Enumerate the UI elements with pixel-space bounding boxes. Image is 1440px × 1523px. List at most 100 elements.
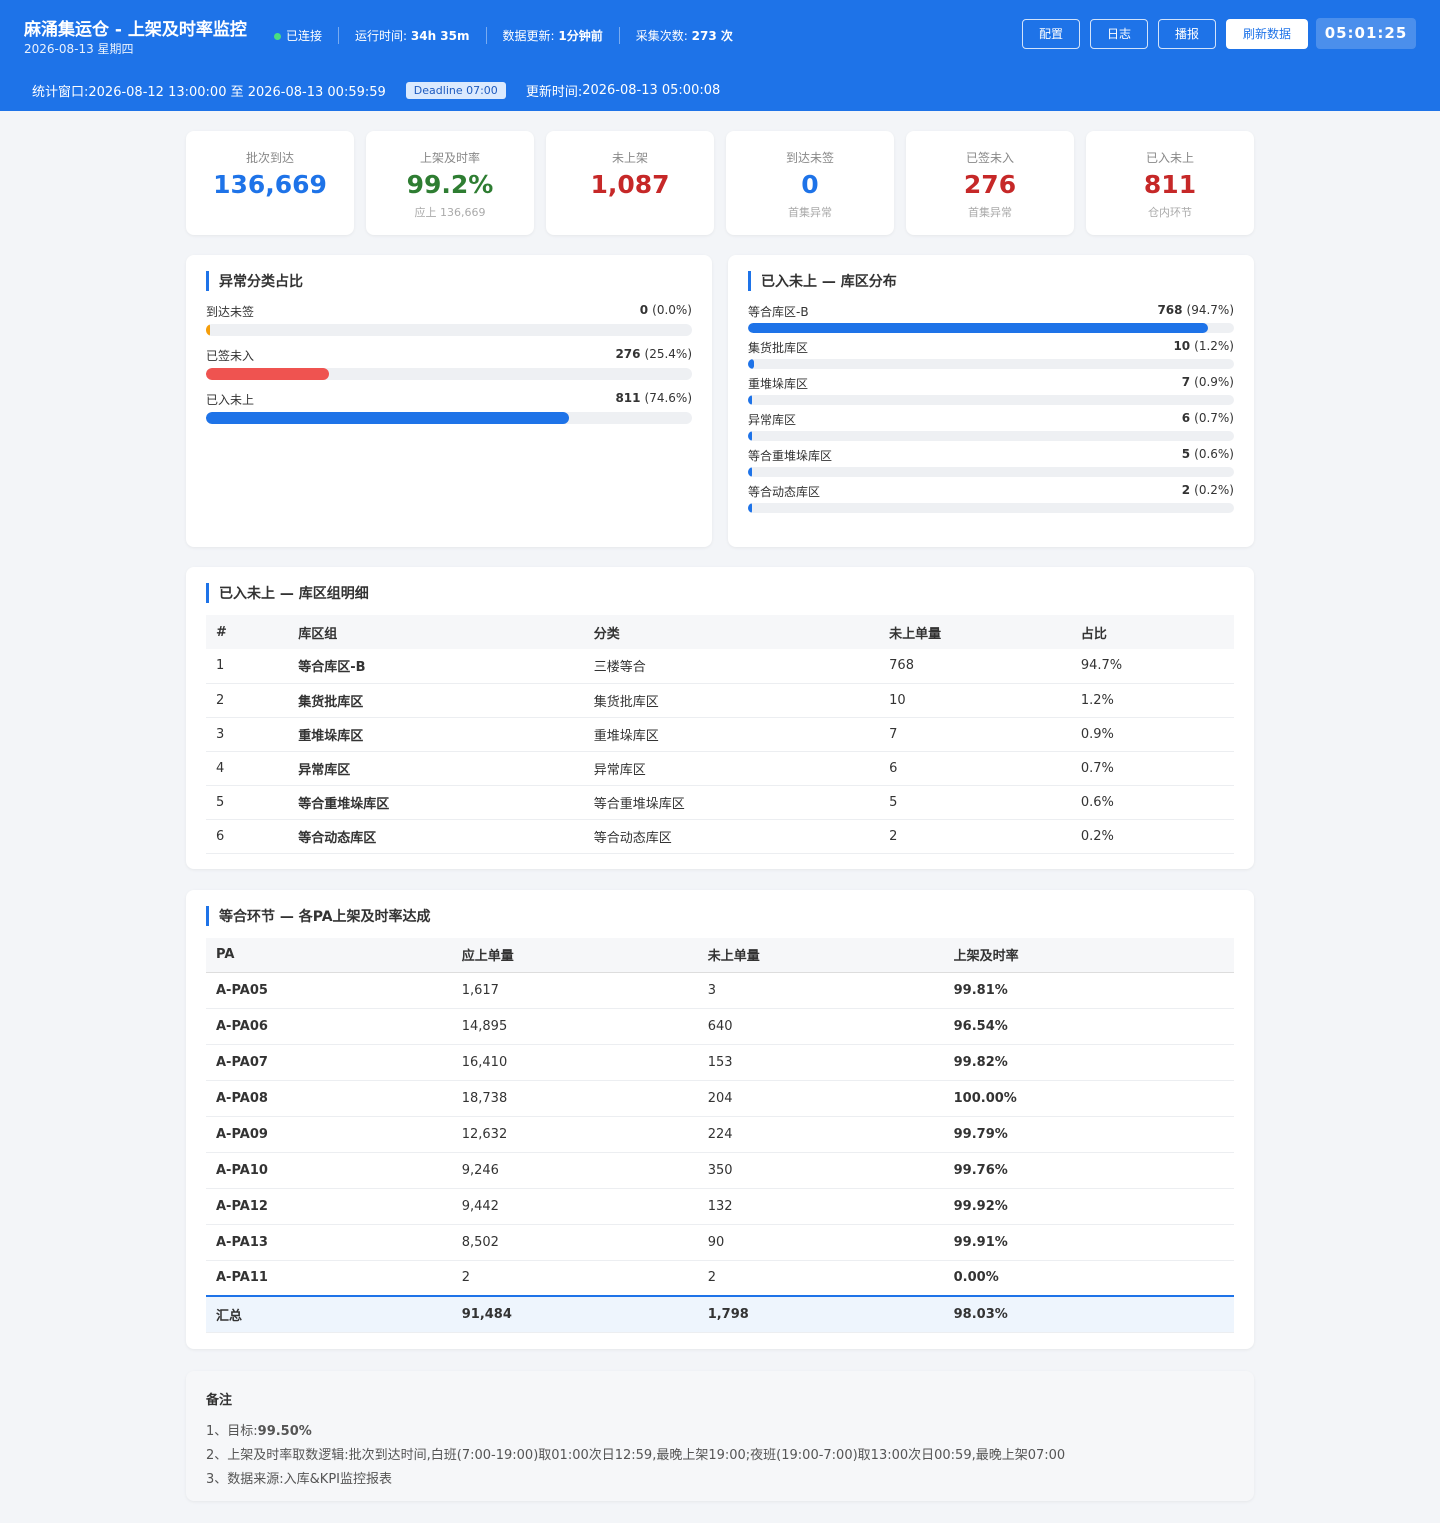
bar-item: 等合动态库区 2 (0.2%) [748, 483, 1234, 513]
cell: 99.81% [943, 972, 1234, 1009]
stat-value: 1分钟前 [558, 29, 603, 43]
bar-track [748, 323, 1234, 333]
kpi-sub: 应上 136,669 [414, 206, 486, 219]
cell: A-PA07 [206, 1044, 452, 1081]
bar-pct: (1.2%) [1194, 339, 1234, 353]
header-row: # 库区组 分类 未上单量 占比 [206, 615, 1234, 649]
cell: 重堆垛库区 [583, 717, 880, 752]
cell: 7 [879, 717, 1071, 752]
cell: 132 [697, 1188, 944, 1225]
column-header: 分类 [583, 615, 880, 649]
cell: 10 [879, 683, 1071, 718]
cell: 三楼等合 [583, 649, 880, 684]
zone-table-card: 已入未上 — 库区组明细 # 库区组 分类 未上单量 占比 1 等合库区-B 三楼等合 768 9… [186, 567, 1254, 869]
table-title: 已入未上 — 库区组明细 [206, 583, 1234, 603]
bar-row: 异常库区 6 (0.7%) [748, 411, 1234, 428]
kpi-sub: 首集异常 [788, 206, 832, 219]
bar-track [748, 467, 1234, 477]
row: A-PA13 8,502 90 99.91% [206, 1224, 1234, 1261]
note-line: 2、上架及时率取数逻辑:批次到达时间,白班(7:00-19:00)取01:00次… [206, 1448, 1066, 1463]
kpi-sub: 首集异常 [968, 206, 1012, 219]
kpi-value: 0 [801, 170, 819, 199]
bar-value: 2 (0.2%) [1182, 483, 1234, 500]
button[interactable]: 播报 [1157, 19, 1216, 49]
cell: 1,617 [451, 972, 698, 1009]
cell: 153 [697, 1044, 944, 1081]
cell: A-PA11 [206, 1260, 452, 1297]
bar-track [748, 359, 1234, 369]
cell: 0.9% [1070, 717, 1234, 752]
row: A-PA09 12,632 224 99.79% [206, 1116, 1234, 1153]
bar-pct: (94.7%) [1186, 303, 1234, 317]
kpi-label: 已签未入 [965, 151, 1014, 165]
bar [748, 395, 753, 405]
bar-value: 5 (0.6%) [1182, 447, 1234, 464]
row: A-PA12 9,442 132 99.92% [206, 1188, 1234, 1225]
bar-value: 768 (94.7%) [1157, 303, 1234, 320]
bar-count: 7 [1181, 375, 1191, 389]
bar-name: 等合重堆垛库区 [748, 449, 833, 463]
row: A-PA10 9,246 350 99.76% [206, 1152, 1234, 1189]
stat-label: 数据更新: [502, 29, 555, 43]
kpi-label: 已入未上 [1145, 151, 1194, 165]
bar-item: 异常库区 6 (0.7%) [748, 411, 1234, 441]
button[interactable]: 刷新数据 [1225, 19, 1308, 49]
update: 2026-08-13 05:00:08 [582, 83, 721, 98]
bar-name: 重堆垛库区 [748, 377, 809, 391]
cell: 等合动态库区 [583, 819, 880, 854]
stat: 采集次数: 273 次 [618, 27, 749, 44]
cell: 2 [451, 1260, 698, 1297]
cell: 98.03% [943, 1295, 1234, 1333]
bar-row: 已签未入 276 (25.4%) [206, 347, 692, 364]
bar-name: 等合动态库区 [748, 485, 821, 499]
kpi-card: 已签未入 276 首集异常 [906, 131, 1074, 235]
button[interactable]: 配置 [1021, 19, 1080, 49]
cell: 6 [879, 751, 1071, 786]
cell: A-PA09 [206, 1116, 452, 1153]
cell: 汇总 [206, 1295, 452, 1333]
cell: A-PA05 [206, 972, 452, 1009]
bar-count: 768 [1157, 303, 1183, 317]
bar-item: 已入未上 811 (74.6%) [206, 391, 692, 424]
cell: 4 [206, 751, 289, 786]
stat-value: 34h 35m [410, 29, 470, 43]
cell: 异常库区 [288, 751, 584, 786]
bar [748, 503, 752, 513]
kpi-label: 上架及时率 [419, 151, 480, 165]
kpi-label: 未上架 [611, 151, 648, 165]
bar-value: 276 (25.4%) [615, 347, 692, 364]
row: 2 集货批库区 集货批库区 10 1.2% [206, 683, 1234, 718]
header-row: PA 应上单量 未上单量 上架及时率 [206, 938, 1234, 973]
zone-table: # 库区组 分类 未上单量 占比 1 等合库区-B 三楼等合 768 94.7% 2 集货批库区 集货批… [206, 615, 1234, 854]
cell: 集货批库区 [583, 683, 880, 718]
kpi-card: 到达未签 0 首集异常 [726, 131, 894, 235]
bar-pct: (74.6%) [644, 391, 692, 405]
column-header: 库区组 [288, 615, 584, 649]
bar-count: 6 [1181, 411, 1191, 425]
stat-value: 273 次 [691, 29, 733, 43]
cell: 3 [206, 717, 289, 752]
cell: 640 [697, 1008, 944, 1045]
button[interactable]: 日志 [1089, 19, 1148, 49]
cell: A-PA08 [206, 1080, 452, 1117]
cell: 16,410 [451, 1044, 698, 1081]
cell: 5 [879, 785, 1071, 820]
bar-track [748, 431, 1234, 441]
buttons: 配置 日志 播报 刷新数据 [1021, 19, 1308, 49]
cell: 90 [697, 1224, 944, 1261]
status-text: 已连接 [286, 29, 323, 43]
row: A-PA11 2 2 0.00% [206, 1260, 1234, 1297]
bar-item: 集货批库区 10 (1.2%) [748, 339, 1234, 369]
note-line: 1、目标:99.50% [206, 1420, 1234, 1444]
bar-name: 等合库区-B [748, 305, 809, 319]
window-label: 统计窗口: [32, 85, 89, 100]
bar [206, 412, 569, 424]
row: A-PA07 16,410 153 99.82% [206, 1044, 1234, 1081]
kpi-label: 批次到达 [245, 151, 294, 165]
bar-count: 811 [615, 391, 641, 405]
cell: 99.92% [943, 1188, 1234, 1225]
cell: 99.82% [943, 1044, 1234, 1081]
bar-name: 集货批库区 [748, 341, 809, 355]
bar-pct: (25.4%) [644, 347, 692, 361]
